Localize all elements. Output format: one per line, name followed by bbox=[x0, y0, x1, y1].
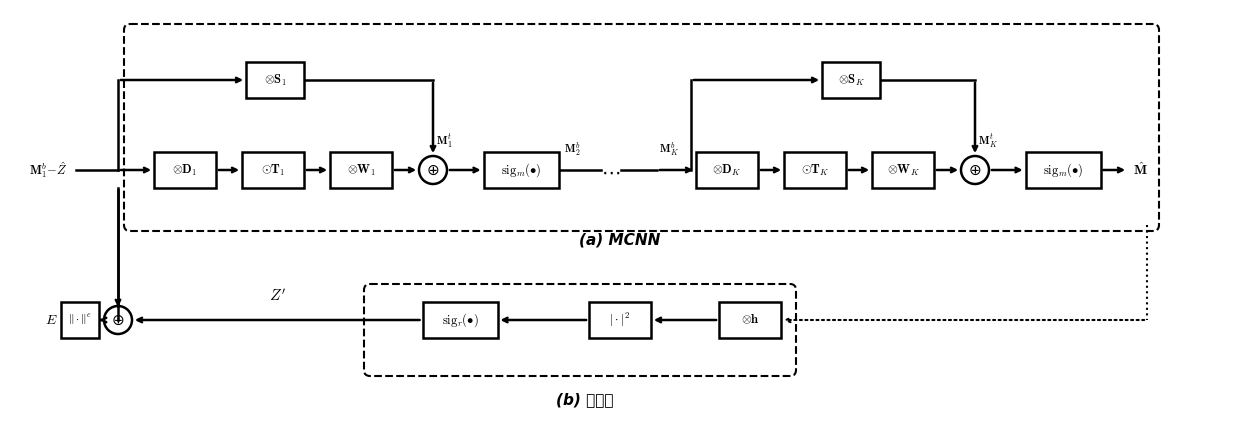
Text: $\oplus$: $\oplus$ bbox=[427, 163, 440, 177]
Text: $Z'$: $Z'$ bbox=[269, 288, 285, 304]
FancyBboxPatch shape bbox=[589, 302, 651, 338]
Text: (a) MCNN: (a) MCNN bbox=[579, 232, 661, 248]
Text: $\mathbf{M}_2^b$: $\mathbf{M}_2^b$ bbox=[563, 140, 580, 158]
Text: $\|\cdot\|^e$: $\|\cdot\|^e$ bbox=[68, 313, 92, 327]
FancyBboxPatch shape bbox=[154, 152, 216, 188]
FancyBboxPatch shape bbox=[1025, 152, 1101, 188]
FancyBboxPatch shape bbox=[423, 302, 497, 338]
FancyBboxPatch shape bbox=[719, 302, 781, 338]
Text: $\otimes\mathbf{S}_K$: $\otimes\mathbf{S}_K$ bbox=[837, 72, 864, 88]
FancyBboxPatch shape bbox=[330, 152, 392, 188]
Text: $\mathbf{M}_1^b$$-\hat{Z}$: $\mathbf{M}_1^b$$-\hat{Z}$ bbox=[29, 160, 67, 180]
FancyBboxPatch shape bbox=[61, 302, 99, 338]
Text: $\oplus$: $\oplus$ bbox=[968, 163, 982, 177]
Text: $\odot\mathbf{T}_K$: $\odot\mathbf{T}_K$ bbox=[801, 163, 830, 177]
Text: $\oplus$: $\oplus$ bbox=[112, 313, 125, 327]
Text: $\hat{\mathbf{M}}$: $\hat{\mathbf{M}}$ bbox=[1133, 162, 1148, 178]
Text: $\mathbf{M}_K^t$: $\mathbf{M}_K^t$ bbox=[978, 133, 998, 151]
Text: $\otimes\mathbf{D}_K$: $\otimes\mathbf{D}_K$ bbox=[712, 163, 742, 177]
Text: $E$: $E$ bbox=[45, 313, 57, 327]
Text: $\cdots$: $\cdots$ bbox=[601, 163, 621, 181]
FancyBboxPatch shape bbox=[822, 62, 880, 98]
Text: $\mathrm{sig}_m(\bullet)$: $\mathrm{sig}_m(\bullet)$ bbox=[1043, 161, 1084, 179]
Text: (b) 解码器: (b) 解码器 bbox=[557, 392, 614, 408]
FancyBboxPatch shape bbox=[696, 152, 758, 188]
FancyBboxPatch shape bbox=[784, 152, 846, 188]
Text: $\mathrm{sig}_m(\bullet)$: $\mathrm{sig}_m(\bullet)$ bbox=[501, 161, 541, 179]
Text: $\odot\mathbf{T}_1$: $\odot\mathbf{T}_1$ bbox=[260, 163, 285, 177]
Text: $\otimes\mathbf{W}_1$: $\otimes\mathbf{W}_1$ bbox=[347, 163, 376, 177]
Text: $\mathbf{M}_1^t$: $\mathbf{M}_1^t$ bbox=[436, 133, 453, 151]
Text: $\otimes\mathbf{h}$: $\otimes\mathbf{h}$ bbox=[740, 313, 759, 327]
FancyBboxPatch shape bbox=[242, 152, 304, 188]
Text: $\otimes\mathbf{S}_1$: $\otimes\mathbf{S}_1$ bbox=[264, 72, 286, 88]
FancyBboxPatch shape bbox=[872, 152, 934, 188]
Text: $\mathbf{M}_K^b$: $\mathbf{M}_K^b$ bbox=[658, 140, 680, 158]
Text: $\mathrm{sig}_r(\bullet)$: $\mathrm{sig}_r(\bullet)$ bbox=[441, 311, 479, 329]
Text: $\otimes\mathbf{W}_K$: $\otimes\mathbf{W}_K$ bbox=[887, 163, 920, 177]
FancyBboxPatch shape bbox=[484, 152, 558, 188]
Text: $\otimes\mathbf{D}_1$: $\otimes\mathbf{D}_1$ bbox=[172, 163, 197, 177]
Text: $|\cdot|^2$: $|\cdot|^2$ bbox=[609, 311, 631, 329]
FancyBboxPatch shape bbox=[246, 62, 304, 98]
